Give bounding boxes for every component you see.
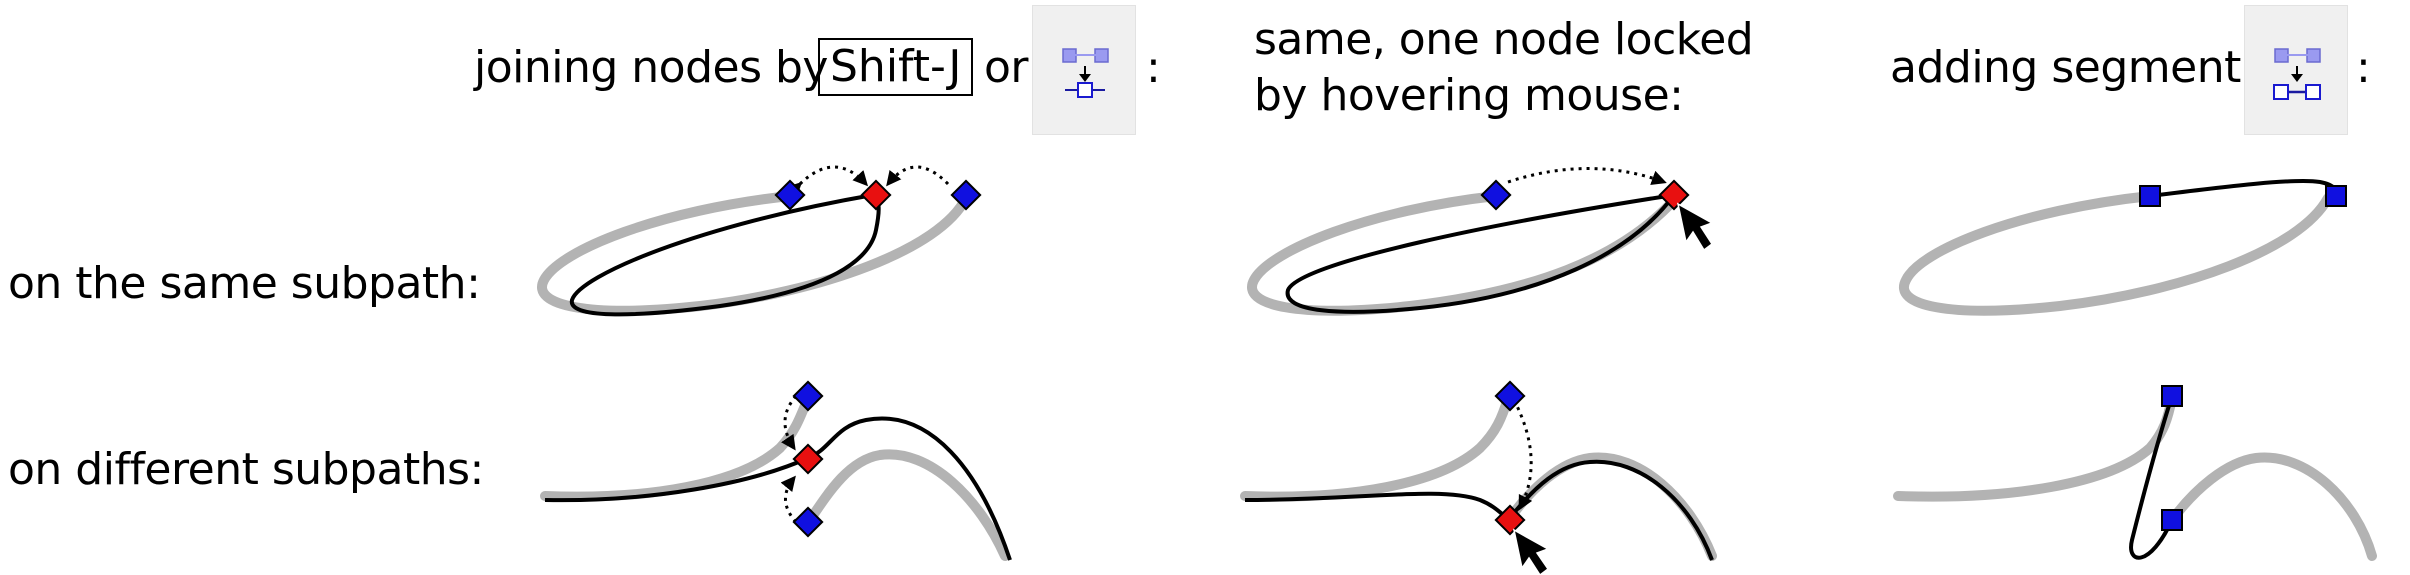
- col1-header-label: joining nodes by: [474, 42, 828, 93]
- selected-node: [792, 506, 824, 538]
- row-label-different-subpaths: on different subpaths:: [8, 444, 484, 495]
- col2-header-line2: by hovering mouse:: [1254, 70, 1684, 121]
- different-subpaths-locked-drawing: [1240, 380, 1717, 575]
- mouse-cursor-icon: [1676, 202, 1714, 252]
- new-segment: [2129, 395, 2174, 560]
- new-segment: [2149, 178, 2339, 198]
- original-path-left: [540, 393, 813, 502]
- mouse-cursor-icon: [1512, 528, 1550, 575]
- selected-node: [774, 179, 806, 211]
- original-path-right: [805, 449, 1010, 561]
- same-subpath-join-drawing: [537, 165, 982, 317]
- join-with-segment-button[interactable]: [2244, 5, 2348, 135]
- selected-node: [1494, 380, 1526, 412]
- join-arrow-right: [886, 165, 950, 187]
- join-arrow-left: [786, 165, 869, 198]
- locked-node: [1494, 504, 1526, 536]
- join-arrow-bottom: [780, 475, 798, 524]
- original-path-left: [1240, 393, 1513, 502]
- join-arrow: [1507, 167, 1667, 185]
- original-path-left: [1893, 393, 2177, 502]
- selected-node: [792, 380, 824, 412]
- col1-or-label: or: [984, 42, 1029, 93]
- col3-header-label: adding segment by: [1890, 42, 2308, 93]
- locked-node: [1658, 179, 1690, 211]
- join-with-segment-icon: [2273, 48, 2321, 100]
- selected-node: [2139, 185, 2161, 207]
- join-selected-nodes-button[interactable]: [1032, 5, 1136, 135]
- col2-header-line1: same, one node locked: [1254, 14, 1754, 65]
- result-path: [569, 193, 881, 317]
- join-selected-nodes-icon: [1062, 48, 1109, 98]
- original-path: [1247, 191, 1681, 316]
- selected-node: [950, 179, 982, 211]
- col3-colon-label: :: [2356, 42, 2371, 93]
- shift-j-key: Shift-J: [818, 38, 974, 96]
- original-path: [1899, 191, 2333, 316]
- original-path-right: [2167, 452, 2377, 561]
- result-path: [544, 416, 1012, 561]
- result-path: [1285, 193, 1676, 314]
- result-path: [1244, 459, 1714, 561]
- same-subpath-segment-drawing: [1899, 178, 2347, 316]
- selected-node: [2161, 385, 2183, 407]
- joined-node: [792, 443, 824, 475]
- selected-node: [2325, 185, 2347, 207]
- different-subpaths-join-drawing: [540, 380, 1012, 561]
- row-label-same-subpath: on the same subpath:: [8, 258, 481, 309]
- different-subpaths-segment-drawing: [1893, 385, 2377, 561]
- original-path: [537, 191, 971, 316]
- col1-colon-label: :: [1146, 42, 1161, 93]
- selected-node: [1480, 179, 1512, 211]
- joined-node: [860, 179, 892, 211]
- selected-node: [2161, 509, 2183, 531]
- same-subpath-locked-drawing: [1247, 167, 1714, 316]
